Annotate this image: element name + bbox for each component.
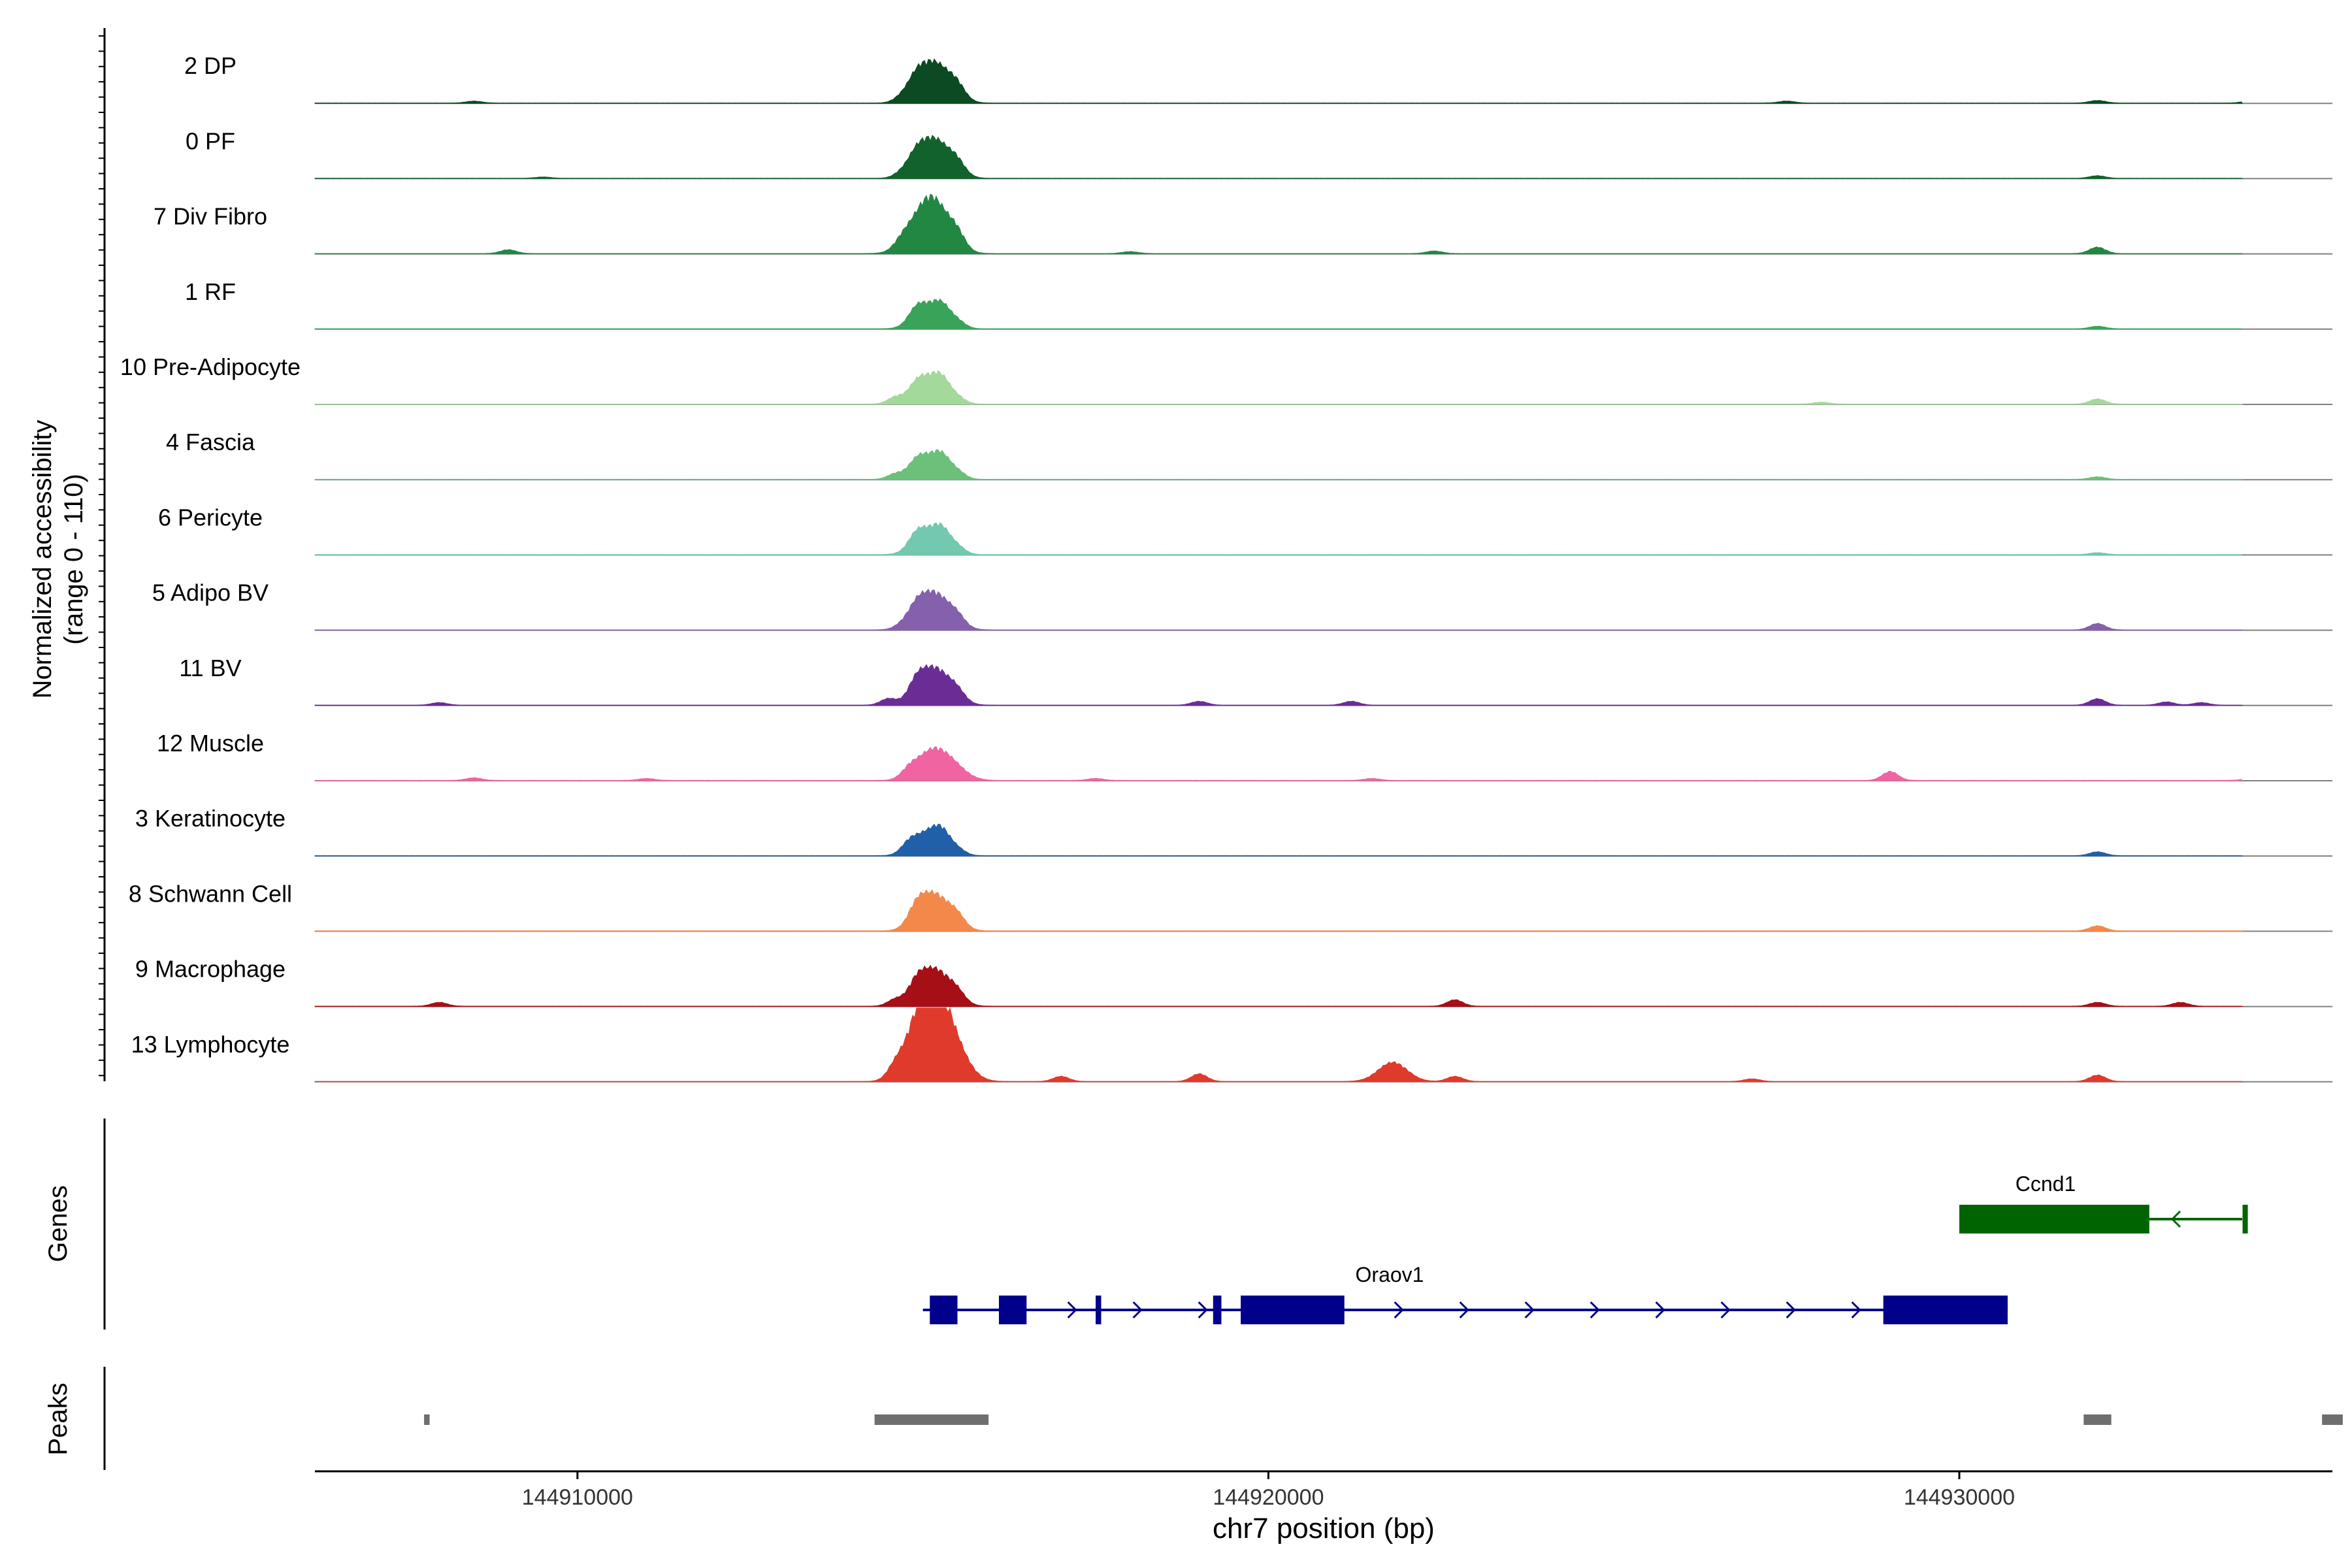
peak-region (2083, 1414, 2112, 1425)
strand-arrow (1786, 1301, 1796, 1319)
track-label: 2 DP (184, 52, 237, 79)
track-1: 0 PF (186, 127, 2332, 180)
coverage-area (314, 889, 2244, 932)
y-axis-label: Normalized accessibility (range 0 - 110) (28, 420, 88, 699)
track-3: 1 RF (185, 278, 2332, 330)
coverage-area (314, 370, 2244, 405)
gene-exon (1213, 1296, 1222, 1324)
track-label: 3 Keratinocyte (135, 805, 286, 832)
peak-region (874, 1414, 989, 1425)
coverage-area (314, 449, 2244, 480)
coverage-area (314, 588, 2244, 631)
gene-exon (2242, 1205, 2248, 1233)
coverage-area (314, 746, 2243, 781)
genes-label: Genes (44, 1185, 73, 1262)
strand-arrow (1198, 1301, 1208, 1319)
track-10: 3 Keratinocyte (135, 805, 2332, 857)
track-label: 10 Pre-Adipocyte (120, 353, 301, 380)
peak-region (424, 1414, 430, 1425)
gene-exon (1241, 1296, 1345, 1324)
track-label: 4 Fascia (166, 429, 255, 455)
strand-arrow (1067, 1301, 1077, 1319)
tracks: 2 DP 0 PF 7 Div Fibro 1 RF 10 Pre-Adipocyte 4… (120, 52, 2332, 1083)
coverage-area (314, 664, 2244, 706)
x-tick-label: 144910000 (522, 1485, 633, 1510)
coverage-area (314, 193, 2244, 255)
track-2: 7 Div Fibro (154, 193, 2332, 255)
gene-name-label: Ccnd1 (2016, 1172, 2076, 1196)
strand-arrow (1590, 1301, 1600, 1319)
gene-name-label: Oraov1 (1356, 1263, 1424, 1286)
track-label: 5 Adipo BV (152, 580, 269, 606)
track-label: 12 Muscle (157, 730, 264, 757)
strand-arrow (1720, 1301, 1731, 1319)
x-tick-label: 144930000 (1904, 1485, 2015, 1510)
track-12: 9 Macrophage (135, 956, 2332, 1007)
coverage-area (314, 135, 2244, 179)
x-axis-label: chr7 position (bp) (1213, 1512, 1435, 1544)
track-label: 6 Pericyte (158, 504, 263, 531)
coverage-area (314, 1007, 2244, 1083)
strand-arrow (1394, 1301, 1404, 1319)
peak-region (2322, 1414, 2343, 1425)
gene-oraov1: Oraov1 (923, 1263, 2008, 1324)
track-label: 0 PF (186, 127, 235, 154)
x-tick-label: 144920000 (1213, 1485, 1324, 1510)
coverage-area (314, 298, 2243, 330)
strand-arrow (1459, 1301, 1469, 1319)
genes-track: Ccnd1 Oraov1 (923, 1172, 2248, 1324)
coverage-area (314, 823, 2244, 857)
gene-exon (1096, 1296, 1102, 1324)
gene-exon (1883, 1296, 2008, 1324)
track-label: 9 Macrophage (135, 956, 286, 983)
y-axis-label-line2: (range 0 - 110) (59, 474, 88, 645)
track-label: 11 BV (179, 655, 241, 681)
track-4: 10 Pre-Adipocyte (120, 353, 2332, 405)
strand-arrow (1851, 1301, 1861, 1319)
track-label: 8 Schwann Cell (129, 880, 292, 907)
gene-exon (930, 1296, 958, 1324)
track-6: 6 Pericyte (158, 504, 2332, 556)
track-8: 11 BV (179, 655, 2332, 706)
peaks-track (424, 1414, 2343, 1425)
track-label: 1 RF (185, 278, 236, 305)
strand-arrow (1524, 1301, 1535, 1319)
peaks-label: Peaks (44, 1382, 73, 1455)
track-7: 5 Adipo BV (152, 580, 2332, 631)
track-13: 13 Lymphocyte (131, 1007, 2332, 1083)
x-axis-ticks: 144910000 144920000 144930000 (522, 1471, 2015, 1510)
coverage-area (314, 58, 2243, 104)
track-9: 12 Muscle (157, 730, 2332, 781)
y-axis-label-line1: Normalized accessibility (28, 420, 57, 699)
strand-arrow (2170, 1210, 2181, 1228)
coverage-area (314, 521, 2243, 555)
gene-exon (998, 1296, 1027, 1324)
coverage-area (314, 964, 2244, 1007)
track-11: 8 Schwann Cell (129, 880, 2332, 932)
gene-exon (1959, 1205, 2149, 1233)
track-label: 13 Lymphocyte (131, 1031, 290, 1058)
strand-arrow (1655, 1301, 1665, 1319)
gene-ccnd1: Ccnd1 (1959, 1172, 2248, 1233)
track-label: 7 Div Fibro (154, 203, 267, 230)
strand-arrow (1132, 1301, 1143, 1319)
track-5: 4 Fascia (166, 429, 2332, 481)
track-0: 2 DP (184, 52, 2332, 105)
